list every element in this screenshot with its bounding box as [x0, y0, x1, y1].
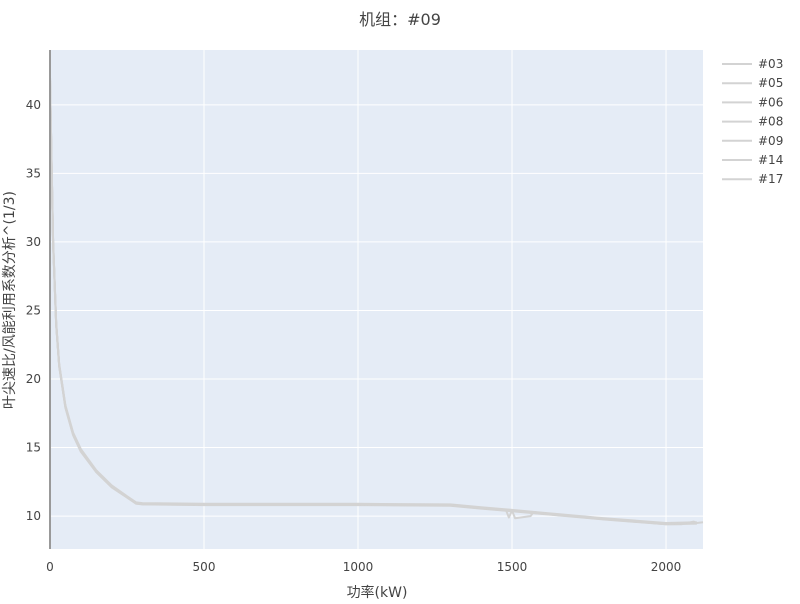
legend-label: #14 [758, 153, 783, 167]
x-tick-label: 500 [193, 560, 216, 574]
y-axis-label: 叶尖速比/风能利用系数分析^(1/3) [2, 191, 18, 409]
y-tick-label: 10 [26, 509, 41, 523]
x-tick-label: 0 [46, 560, 54, 574]
legend-item-09[interactable]: #09 [722, 134, 783, 148]
y-tick-label: 15 [26, 441, 41, 455]
legend-label: #06 [758, 95, 783, 109]
grid [50, 50, 703, 549]
legend-item-08[interactable]: #08 [722, 115, 783, 129]
y-tick-label: 30 [26, 235, 41, 249]
x-tick-label: 2000 [651, 560, 682, 574]
y-tick-label: 40 [26, 98, 41, 112]
legend-item-17[interactable]: #17 [722, 172, 783, 186]
y-tick-label: 20 [26, 372, 41, 386]
x-axis-label: 功率(kW) [347, 584, 408, 600]
legend-label: #17 [758, 172, 783, 186]
legend-item-03[interactable]: #03 [722, 57, 783, 71]
ticks: 0 500 1000 1500 2000 10 15 20 25 30 35 40 [26, 98, 682, 574]
legend: #03 #05 #06 #08 #09 #14 #17 [722, 57, 783, 186]
plot-background [50, 50, 703, 549]
series-line-17 [49, 77, 697, 525]
legend-item-14[interactable]: #14 [722, 153, 783, 167]
y-tick-label: 35 [26, 166, 41, 180]
legend-label: #08 [758, 115, 783, 129]
legend-label: #05 [758, 76, 783, 90]
legend-label: #03 [758, 57, 783, 71]
legend-label: #09 [758, 134, 783, 148]
chart-title: 机组：#09 [359, 10, 441, 29]
legend-item-06[interactable]: #06 [722, 95, 783, 109]
series-lines [49, 77, 704, 526]
y-tick-label: 25 [26, 303, 41, 317]
legend-item-05[interactable]: #05 [722, 76, 783, 90]
x-tick-label: 1000 [343, 560, 374, 574]
x-tick-label: 1500 [497, 560, 528, 574]
